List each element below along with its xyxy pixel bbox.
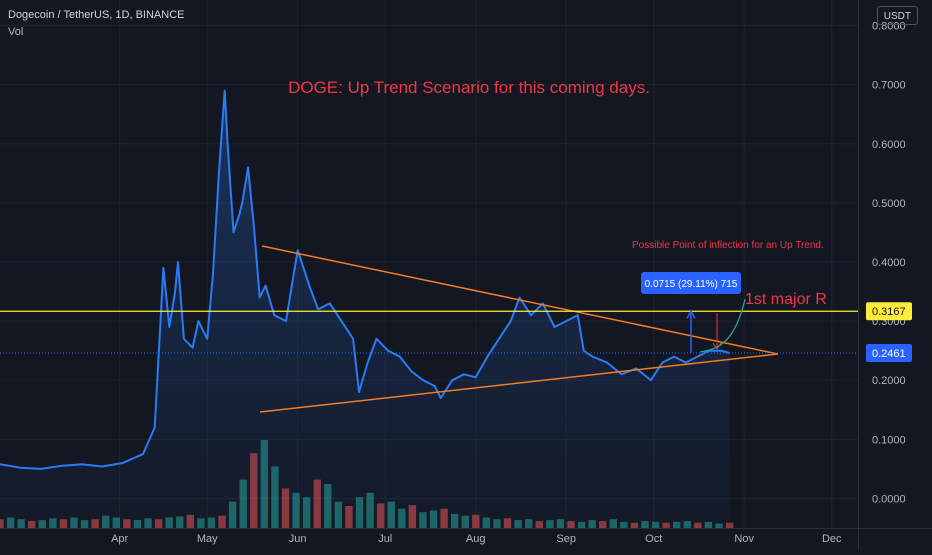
price-line-layer [0, 89, 730, 470]
x-tick-label: Sep [556, 533, 576, 545]
y-tick-label: 0.7000 [872, 80, 906, 92]
price-area [0, 90, 730, 528]
x-tick-label: Jul [378, 533, 392, 545]
resistance-price-badge [866, 302, 912, 321]
measure-label-box [641, 272, 741, 294]
inflection-note: Possible Point of inflection for an Up T… [632, 240, 824, 251]
price-line [0, 89, 730, 470]
y-tick-label: 0.8000 [872, 21, 906, 33]
y-tick-label: 0.2000 [872, 375, 906, 387]
y-tick-label: 0.1000 [872, 434, 906, 446]
x-tick-label: Jun [289, 533, 307, 545]
y-tick-label: 0.6000 [872, 139, 906, 151]
resistance-label: 1st major R [745, 291, 827, 308]
projection-curve [699, 299, 746, 353]
lower-trendline [259, 353, 779, 413]
chart-title: DOGE: Up Trend Scenario for this coming … [288, 78, 650, 97]
y-axis: 0.80000.70000.60000.50000.40000.30000.20… [866, 21, 912, 505]
x-tick-label: Dec [822, 533, 842, 545]
resistance-price-label: 0.3167 [872, 306, 906, 318]
y-tick-label: 0.5000 [872, 198, 906, 210]
x-tick-label: Aug [466, 533, 486, 545]
x-tick-label: May [197, 533, 218, 545]
x-tick-label: Apr [111, 533, 128, 545]
current-price-badge [866, 343, 912, 362]
price-area-fill [0, 90, 730, 528]
upper-trendline [261, 245, 779, 355]
measure-label: 0.0715 (29.11%) 715 [645, 279, 738, 290]
drawings: 0.0715 (29.11%) 715 DOGE: Up Trend Scenar… [0, 78, 858, 413]
current-price-label: 0.2461 [872, 348, 906, 360]
currency-button[interactable]: USDT [876, 6, 918, 25]
measure-arrowhead [686, 309, 696, 319]
volume-indicator-label[interactable]: Vol [8, 26, 24, 38]
x-axis: Apr May Jun Jul Aug Sep Oct Nov Dec [111, 533, 842, 545]
x-tick-label: Oct [645, 533, 662, 545]
x-tick-label: Nov [734, 533, 754, 545]
y-tick-label: 0.4000 [872, 257, 906, 269]
y-tick-label: 0.0000 [872, 493, 906, 505]
symbol-title: Dogecoin / TetherUS, 1D, BINANCE [8, 9, 185, 21]
